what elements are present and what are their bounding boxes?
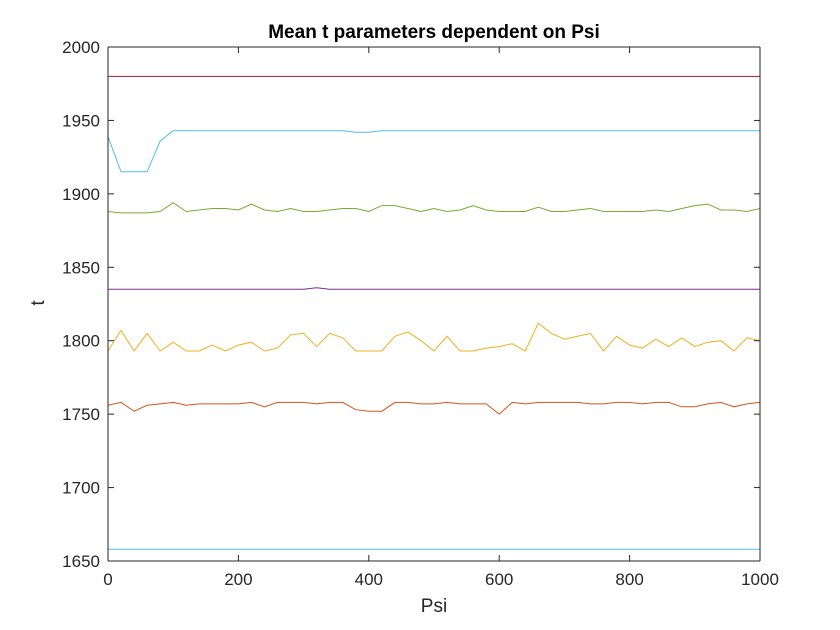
x-axis-label: Psi [421,596,447,617]
y-tick-label: 1900 [62,185,100,204]
y-axis-label: t [28,300,49,306]
x-tick-label: 400 [355,570,383,589]
y-tick-label: 1950 [62,111,100,130]
x-tick-label: 1000 [741,570,779,589]
y-tick-label: 1850 [62,258,100,277]
series-layer [107,75,761,550]
series-line-3 [107,322,761,352]
axes-layer: 0 200 400 600 800 1000 1650 1700 1750 1800 1850 190… [62,38,779,589]
plot-background [108,47,760,561]
x-tick-label: 0 [103,570,112,589]
y-tick-label: 1800 [62,332,100,351]
x-tick-label: 200 [224,570,252,589]
series-line-4 [108,287,760,290]
chart-title: Mean t parameters dependent on Psi [268,22,600,43]
x-tick-label: 800 [615,570,643,589]
y-tick-label: 1700 [62,479,100,498]
x-tick-label: 600 [485,570,513,589]
y-tick-label: 2000 [62,38,100,57]
series-line-5 [107,202,761,214]
series-line-2 [107,401,761,415]
y-tick-label: 1650 [62,552,100,571]
series-line-6 [107,130,760,173]
plot-area [108,47,760,561]
y-tick-label: 1750 [62,405,100,424]
